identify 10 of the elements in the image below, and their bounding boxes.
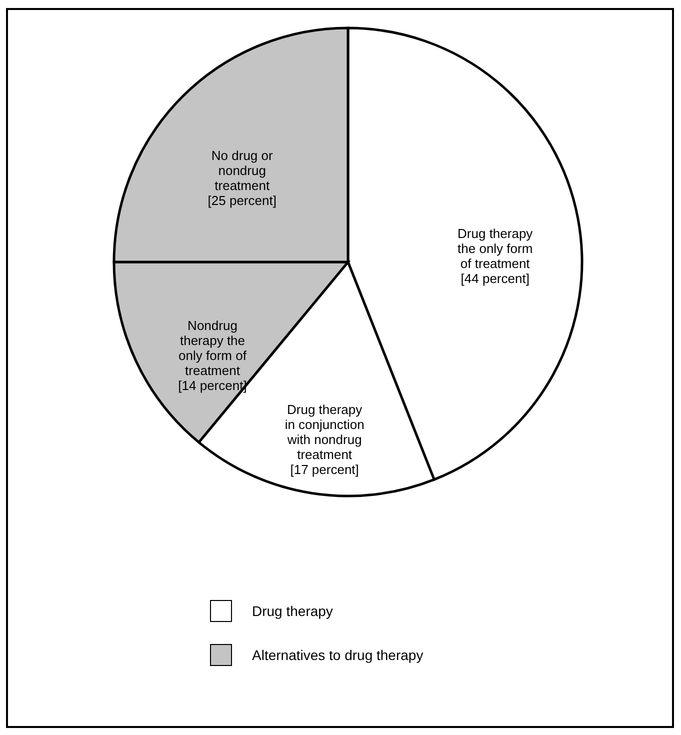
slice-label: Drug therapy the only form of treatment	[458, 226, 534, 271]
data-label: [14 percent]	[178, 378, 247, 393]
data-label: [17 percent]	[290, 462, 359, 477]
data-label: [44 percent]	[460, 270, 530, 286]
slice-label: No drug or nondrug treatment	[211, 148, 274, 194]
text: Alternatives to drug therapy	[252, 647, 424, 663]
slice-label: Drug therapy in conjunction with nondrug treatment	[284, 402, 364, 462]
slice-label: Nondrug therapy the only form of treatment	[178, 318, 247, 378]
text: Drug therapy	[252, 603, 333, 619]
data-label: [25 percent]	[208, 193, 276, 208]
